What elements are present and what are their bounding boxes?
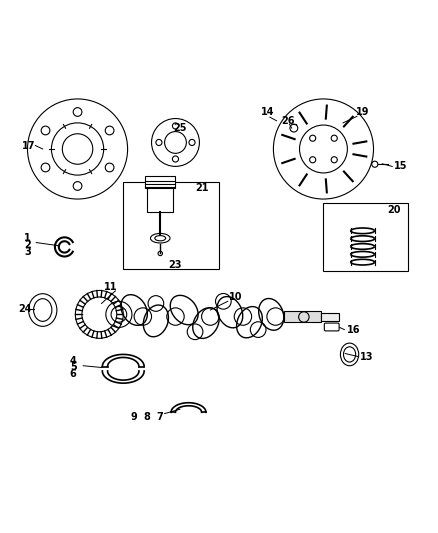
Text: 1: 1: [24, 233, 31, 243]
FancyBboxPatch shape: [324, 323, 339, 331]
Text: 11: 11: [103, 282, 117, 293]
Text: 3: 3: [24, 247, 31, 257]
Text: 7: 7: [157, 411, 164, 422]
Text: 8: 8: [144, 411, 151, 422]
Bar: [147, 188, 173, 212]
Bar: [284, 311, 321, 322]
Text: 25: 25: [173, 123, 187, 133]
Bar: [145, 176, 176, 188]
Text: 15: 15: [394, 161, 408, 172]
Text: 2: 2: [24, 240, 31, 250]
Text: 5: 5: [70, 362, 77, 373]
Bar: [323, 204, 408, 271]
Text: 14: 14: [261, 107, 275, 117]
Text: 24: 24: [18, 304, 32, 314]
Text: 6: 6: [70, 369, 77, 379]
Text: 16: 16: [347, 325, 360, 335]
Text: 23: 23: [169, 260, 182, 270]
Bar: [123, 182, 219, 269]
Text: 4: 4: [70, 356, 77, 366]
Text: 26: 26: [281, 116, 294, 126]
Text: 10: 10: [229, 292, 242, 302]
Bar: [321, 313, 339, 321]
Text: 17: 17: [22, 141, 35, 151]
Text: 9: 9: [131, 411, 138, 422]
Text: 20: 20: [388, 205, 401, 215]
Text: 21: 21: [195, 183, 208, 193]
Text: 19: 19: [356, 107, 369, 117]
Text: 13: 13: [360, 352, 374, 362]
